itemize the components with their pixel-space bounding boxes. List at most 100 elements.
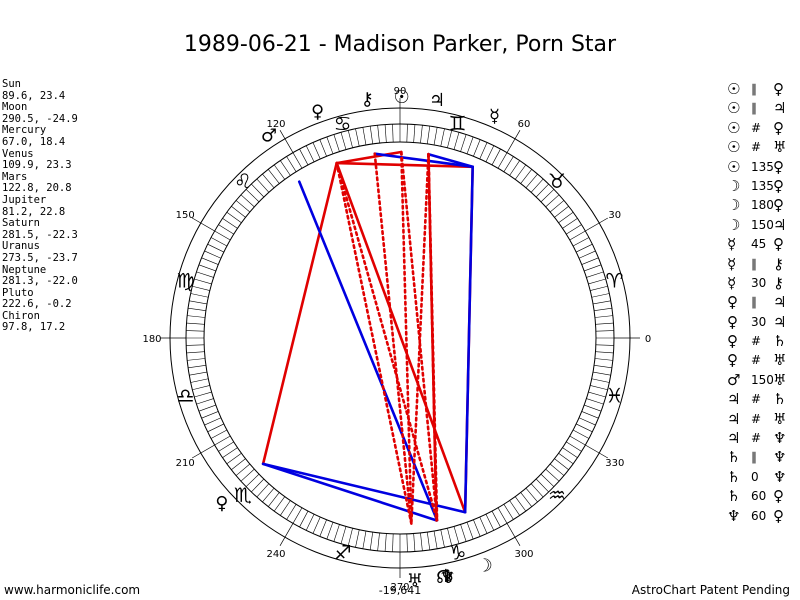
degree-tick — [576, 243, 593, 253]
degree-tick — [207, 243, 224, 253]
degree-tick — [340, 132, 347, 150]
planet-name: Chiron — [2, 309, 40, 322]
zodiac-sign-icon: ♌ — [234, 169, 252, 193]
degree-tick — [590, 285, 608, 291]
aspect-line — [297, 180, 439, 522]
aspect-planet-2: ♃ — [773, 312, 787, 331]
degree-label: 120 — [266, 119, 285, 130]
degree-tick — [340, 526, 347, 544]
degree-tick — [554, 206, 569, 218]
degree-tick — [326, 136, 334, 154]
degree-tick — [214, 230, 231, 241]
planet-coords: 290.5, -24.9 — [2, 112, 78, 125]
degree-tick — [222, 218, 238, 229]
degree-label: 180 — [142, 334, 161, 345]
degree-tick — [473, 519, 481, 537]
degree-tick — [540, 473, 555, 487]
degree-tick — [210, 237, 228, 247]
degree-tick — [198, 404, 216, 412]
planet-coords: 81.2, 22.8 — [2, 205, 66, 218]
degree-tick — [572, 429, 590, 439]
bottom-value-label: -19,641 — [379, 584, 421, 597]
degree-tick — [584, 264, 602, 272]
planet-name: Jupiter — [2, 193, 47, 206]
aspect-planet-1: ☉ — [727, 80, 741, 98]
aspect-symbol: 180 — [751, 198, 774, 213]
degree-tick — [231, 206, 246, 218]
degree-tick — [347, 528, 353, 546]
aspect-row: ♄ 60 ♀ — [727, 487, 797, 506]
degree-tick — [186, 322, 205, 325]
degree-tick — [187, 315, 206, 318]
aspect-row: ♀ 30 ♃ — [727, 313, 797, 332]
degree-tick — [347, 130, 353, 148]
aspect-line — [335, 150, 403, 165]
degree-tick — [218, 441, 234, 452]
degree-tick — [198, 264, 216, 272]
aspect-symbol: ∥ — [751, 450, 757, 465]
aspect-symbol: ∥ — [751, 82, 757, 96]
degree-tick — [207, 423, 224, 433]
chart-title: 1989-06-21 - Madison Parker, Porn Star — [183, 32, 617, 57]
aspect-symbol: 30 — [751, 275, 767, 290]
aspect-line — [261, 161, 338, 466]
aspect-row: ☽ 135 ♀ — [727, 177, 797, 196]
planet-name: Pluto — [2, 286, 34, 299]
degree-tick — [251, 183, 265, 198]
aspect-planet-2: ⚷ — [773, 254, 784, 273]
degree-tick — [312, 516, 321, 534]
degree-tick — [245, 473, 260, 487]
aspect-planet-1: ♆ — [727, 506, 741, 525]
degree-tick — [595, 330, 614, 332]
aspect-symbol: # — [751, 353, 762, 368]
footer-website-link[interactable]: www.harmoniclife.com — [4, 583, 141, 597]
degree-tick — [479, 516, 488, 534]
aspect-row: ♀ # ♅ — [727, 351, 797, 370]
zodiac-sign-icon: ♓ — [605, 383, 623, 407]
degree-tick — [273, 164, 286, 180]
degree-tick — [189, 371, 208, 376]
aspect-symbol: 0 — [751, 469, 759, 484]
degree-tick — [569, 435, 586, 446]
degree-tick — [186, 351, 205, 354]
aspect-row: ☉ # ♀ — [727, 119, 797, 138]
planet-glyph-icon: ♆ — [439, 566, 455, 587]
zodiac-sign-icon: ♑ — [448, 540, 466, 564]
degree-tick — [319, 139, 327, 157]
degree-tick — [392, 533, 394, 552]
degree-tick — [186, 330, 205, 332]
degree-tick — [214, 435, 231, 446]
aspect-line — [335, 161, 413, 525]
degree-tick — [226, 452, 242, 465]
degree-tick — [369, 532, 374, 550]
aspect-row: ☉ ∥ ♀ — [727, 80, 797, 99]
degree-tick — [201, 257, 219, 265]
aspect-planet-2: ♅ — [773, 370, 787, 389]
degree-tick — [231, 458, 246, 470]
aspect-line — [335, 161, 467, 514]
planet-coords: 281.3, -22.0 — [2, 275, 78, 288]
degree-tick — [188, 307, 206, 312]
aspect-planet-1: ☽ — [727, 196, 741, 215]
aspect-planet-1: ☿ — [727, 273, 737, 292]
degree-label: 270 — [390, 582, 409, 593]
aspect-planet-2: ♃ — [773, 215, 787, 234]
aspect-planet-1: ♄ — [727, 448, 741, 467]
planet-name: Moon — [2, 101, 28, 114]
degree-tick — [286, 156, 297, 172]
degree-tick — [578, 250, 596, 259]
aspect-planet-2: ♅ — [773, 351, 787, 370]
degree-tick — [240, 468, 255, 482]
degree-tick — [384, 533, 387, 552]
degree-label: 150 — [176, 210, 195, 221]
degree-tick — [186, 344, 205, 346]
degree-tick — [262, 173, 275, 189]
aspect-line — [410, 152, 430, 525]
degree-tick — [514, 164, 527, 180]
degree-tick — [566, 441, 582, 452]
degree-tick — [549, 463, 565, 476]
degree-tick — [545, 194, 560, 208]
degree-tick — [453, 132, 460, 150]
planet-coords: 122.8, 20.8 — [2, 182, 72, 195]
